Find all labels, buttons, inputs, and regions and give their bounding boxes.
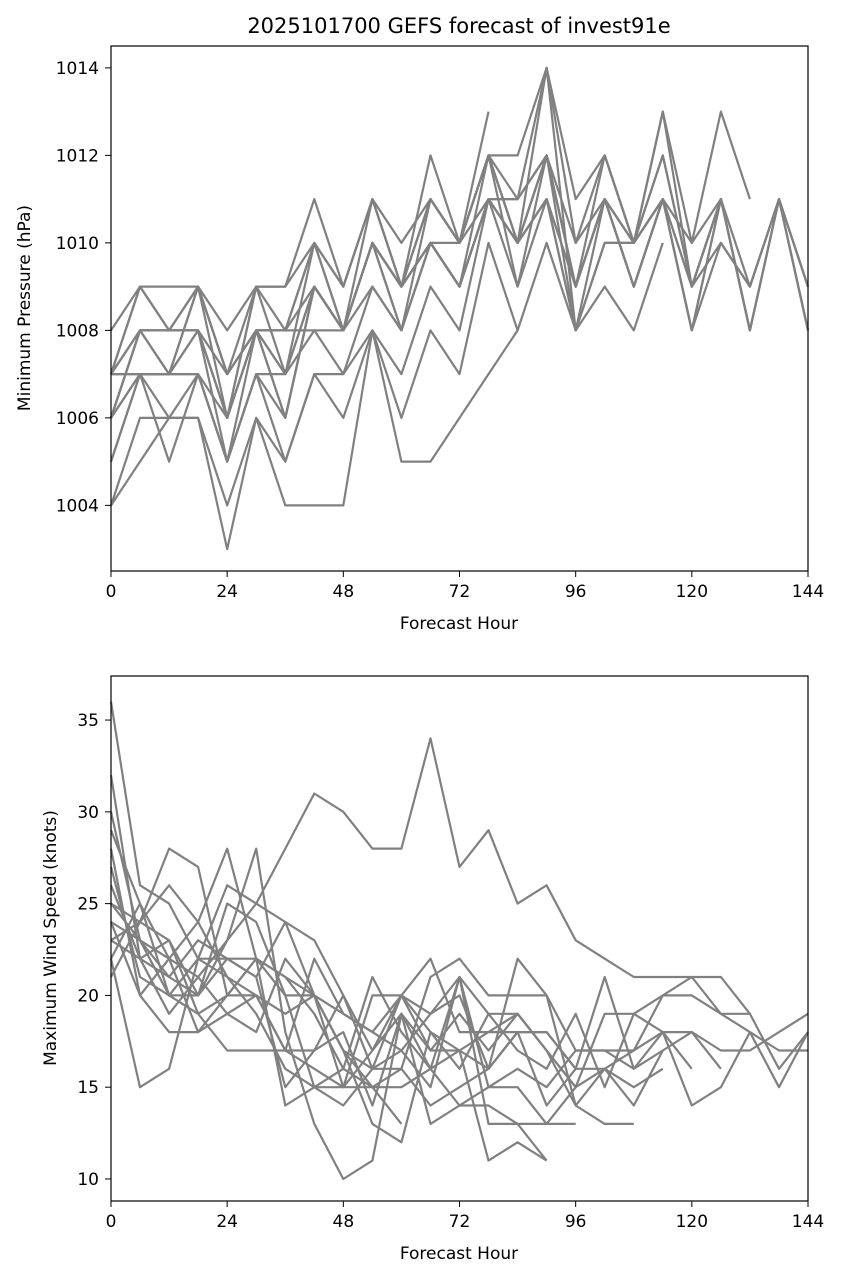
wind-x-tick-label: 48 <box>333 1212 355 1232</box>
wind-series-layer <box>109 701 809 1181</box>
pressure-y-tick-label: 1012 <box>56 146 99 166</box>
pressure-y-tick-label: 1014 <box>56 59 99 79</box>
wind-series-line-mem14 <box>109 737 808 1089</box>
pressure-y-tick-label: 1006 <box>56 409 99 429</box>
pressure-series-layer <box>109 66 810 551</box>
wind-x-tick-label: 144 <box>792 1212 824 1232</box>
pressure-x-tick-label: 48 <box>333 582 355 602</box>
wind-y-tick-label: 15 <box>77 1078 99 1098</box>
wind-y-tick-label: 10 <box>77 1170 99 1190</box>
pressure-tick-layer: 0 24 48 72 96 120 144 1004 1006 1008 1010 1012 1014 <box>56 59 824 602</box>
wind-series-line-mem15 <box>110 847 548 1162</box>
wind-tick-layer: 0 24 48 72 96 120 144 10 15 20 25 30 35 <box>77 711 824 1232</box>
wind-x-tick-label: 0 <box>106 1212 117 1232</box>
wind-y-tick-label: 30 <box>77 803 99 823</box>
pressure-series-line-mem16 <box>110 66 810 376</box>
wind-series-line-mem13 <box>110 847 693 1181</box>
pressure-x-axis-label: Forecast Hour <box>400 614 518 634</box>
wind-x-axis-label: Forecast Hour <box>400 1244 518 1264</box>
wind-x-tick-label: 96 <box>565 1212 587 1232</box>
pressure-y-tick-label: 1004 <box>56 496 99 516</box>
pressure-panel: 2025101700 GEFS forecast of invest91e 0 2… <box>15 14 824 634</box>
pressure-axes-frame <box>110 45 809 572</box>
pressure-x-tick-label: 144 <box>792 582 824 602</box>
wind-y-tick-label: 20 <box>77 986 99 1006</box>
wind-y-tick-label: 35 <box>77 711 99 731</box>
wind-panel: 0 24 48 72 96 120 144 10 15 20 25 30 35 Forecast Hou… <box>41 675 824 1264</box>
wind-x-tick-label: 72 <box>449 1212 471 1232</box>
pressure-series-line-mem11 <box>109 329 519 551</box>
chart-title: 2025101700 GEFS forecast of invest91e <box>247 14 670 38</box>
wind-x-tick-label: 120 <box>676 1212 708 1232</box>
pressure-x-tick-label: 0 <box>106 582 117 602</box>
wind-y-axis-label: Maximum Wind Speed (knots) <box>41 810 61 1066</box>
wind-x-tick-label: 24 <box>216 1212 238 1232</box>
pressure-x-tick-label: 96 <box>565 582 587 602</box>
pressure-x-tick-label: 24 <box>216 582 238 602</box>
pressure-y-tick-label: 1008 <box>56 321 99 341</box>
pressure-series-line-mem12 <box>109 154 722 419</box>
wind-axes-frame <box>110 675 809 1202</box>
pressure-y-tick-label: 1010 <box>56 234 99 254</box>
wind-series-line-mem16 <box>109 811 722 1107</box>
pressure-x-tick-label: 120 <box>676 582 708 602</box>
pressure-y-axis-label: Minimum Pressure (hPa) <box>15 205 35 411</box>
wind-y-tick-label: 25 <box>77 895 99 915</box>
pressure-x-tick-label: 72 <box>449 582 471 602</box>
